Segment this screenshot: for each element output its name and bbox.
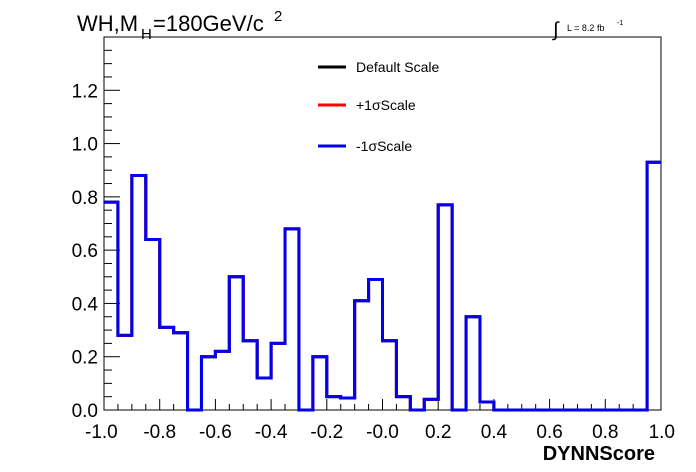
x-tick-label: -0.2	[310, 422, 343, 443]
luminosity-label: ∫ L = 8.2 fb -1	[552, 19, 623, 41]
y-tick-label: 0.2	[72, 348, 98, 369]
y-tick-label: 0.6	[72, 241, 98, 262]
title-subscript: H	[141, 26, 152, 43]
x-tick-label: -0.6	[199, 422, 232, 443]
x-tick-label: -0.8	[143, 422, 176, 443]
x-axis: -1.0 -0.8 -0.6 -0.4 -0.2 -0.0 0.2 0.4 0.6 0.8 1.0	[85, 399, 675, 443]
x-tick-label: 0.8	[592, 422, 618, 443]
legend-label-minus1sigma: -1σScale	[356, 138, 412, 154]
y-tick-label: 0.4	[72, 294, 99, 315]
x-tick-label: 1.0	[649, 422, 675, 443]
x-tick-label: -1.0	[85, 422, 118, 443]
x-tick-label: 0.2	[425, 422, 451, 443]
y-tick-label: 1.0	[72, 135, 98, 156]
y-tick-label: 1.2	[72, 81, 98, 102]
title-superscript: 2	[274, 8, 282, 25]
x-axis-label: DYNNScore	[543, 443, 655, 465]
title-rest: =180GeV/c	[153, 11, 264, 36]
series-line-minus1sigma-scale	[104, 160, 661, 412]
x-tick-label: -0.4	[255, 422, 288, 443]
chart-title: WH,M H =180GeV/c 2	[77, 8, 282, 43]
luminosity-exponent: -1	[617, 20, 623, 27]
y-tick-label: 0.0	[72, 401, 98, 422]
y-axis: 0.0 0.2 0.4 0.6 0.8 1.0 1.2	[72, 36, 120, 422]
legend: Default Scale +1σScale -1σScale	[318, 59, 439, 154]
histogram-series	[104, 160, 661, 412]
integral-symbol: ∫	[552, 19, 560, 41]
legend-label-plus1sigma: +1σScale	[356, 97, 416, 113]
luminosity-text: L = 8.2 fb	[567, 23, 604, 33]
y-tick-label: 0.8	[72, 188, 98, 209]
x-tick-label: 0.6	[536, 422, 562, 443]
x-tick-label: -0.0	[366, 422, 399, 443]
x-tick-label: 0.4	[481, 422, 508, 443]
legend-label-default: Default Scale	[356, 59, 439, 75]
title-main: WH,M	[77, 11, 138, 36]
